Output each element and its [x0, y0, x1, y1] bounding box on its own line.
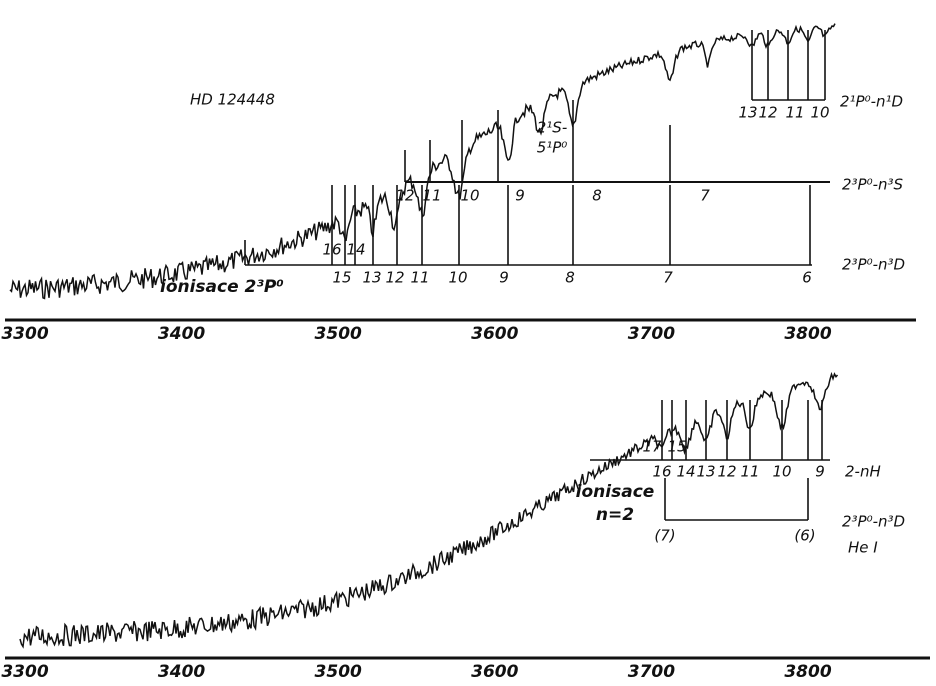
line-label: (7): [654, 527, 675, 545]
annotation: 2¹S-: [537, 119, 568, 137]
line-label: 8: [565, 269, 575, 287]
series-label: 2-nH: [845, 463, 881, 481]
line-label: 17: [642, 438, 662, 456]
star-name: HD 124448: [190, 91, 275, 109]
line-label: 11: [740, 463, 759, 481]
ionisation-label: n=2: [596, 505, 634, 525]
axis-label: 3300: [1, 662, 48, 682]
series-label: 2³P⁰-n³D: [842, 256, 905, 274]
series-sublabel: He I: [848, 539, 878, 557]
line-label: 8: [592, 187, 602, 205]
line-label: 10: [460, 187, 479, 205]
line-label: 12: [717, 463, 736, 481]
line-label: 6: [802, 269, 812, 287]
line-label: 16: [322, 241, 341, 259]
axis-label: 3600: [471, 662, 518, 682]
line-label: 14: [346, 241, 365, 259]
line-label: 16: [652, 463, 671, 481]
line-label: 10: [810, 104, 829, 122]
annotation: 5¹P⁰: [537, 139, 568, 157]
line-label: 13: [362, 269, 381, 287]
line-label: 9: [499, 269, 509, 287]
line-label: 9: [515, 187, 525, 205]
line-label: 11: [410, 269, 429, 287]
line-label: 11: [785, 104, 804, 122]
line-label: 13: [738, 104, 757, 122]
line-label: 7: [700, 187, 710, 205]
line-label: 11: [422, 187, 441, 205]
line-label: 12: [395, 187, 414, 205]
series-label: 2¹P⁰-n¹D: [840, 93, 903, 111]
line-label: 10: [772, 463, 791, 481]
line-label: 15: [667, 438, 686, 456]
axis-label: 3700: [628, 324, 675, 344]
line-label: 15: [332, 269, 351, 287]
axis-label: 3700: [628, 662, 675, 682]
line-label: 7: [663, 269, 673, 287]
axis-label: 3400: [158, 324, 205, 344]
line-label: (6): [794, 527, 815, 545]
axis-label: 3500: [315, 662, 362, 682]
line-label: 10: [448, 269, 467, 287]
ionisation-label: ionisace: [576, 482, 655, 502]
line-label: 14: [676, 463, 695, 481]
series-label: 2³P⁰-n³D: [842, 513, 905, 531]
ionisation-label: ionisace 2³P⁰: [160, 277, 284, 297]
spectrum: [19, 371, 839, 649]
axis-label: 3400: [158, 662, 205, 682]
series-label: 2³P⁰-n³S: [842, 176, 904, 194]
line-label: 12: [385, 269, 404, 287]
line-label: 9: [815, 463, 825, 481]
axis-label: 3800: [784, 324, 831, 344]
axis-label: 3300: [1, 324, 48, 344]
axis-label: 3600: [471, 324, 518, 344]
line-label: 13: [696, 463, 715, 481]
axis-label: 3500: [315, 324, 362, 344]
axis-label: 3800: [784, 662, 831, 682]
line-label: 12: [758, 104, 777, 122]
